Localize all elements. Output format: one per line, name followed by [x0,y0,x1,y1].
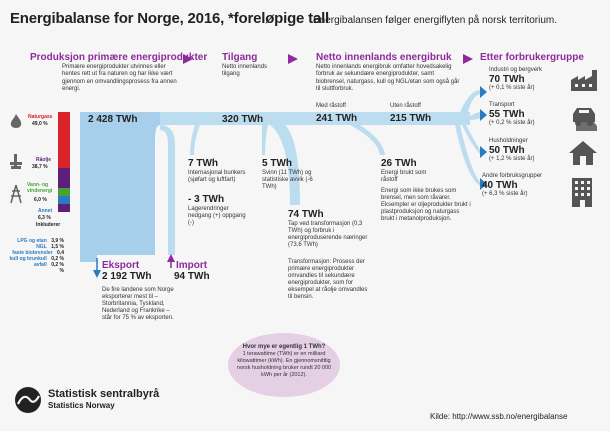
office-building-icon [570,176,596,213]
consumer-industry: Industri og bergverk 70 TWh (+ 0,1 % sis… [489,67,569,92]
power-tower-icon [9,184,23,209]
page-subtitle: Energibalansen følger energiflyten på no… [313,15,558,26]
import-value: 94 TWh [174,271,210,282]
bunkers-value: 7 TWh [188,158,218,169]
source-bar-other [58,196,70,204]
oil-label: Råolje [36,157,52,163]
page-title: Energibalanse for Norge, 2016, *foreløpi… [10,10,330,27]
loss-desc: Svinn (11 TWh) og statistiske avvik (-6 … [262,170,313,190]
logo-name: Statistisk sentralbyrå [48,388,160,400]
raw-material-desc: Energi brukt som råstoff [381,170,427,183]
consumers-header: Etter forbrukergruppe [480,52,584,63]
bunkers-desc: Internasjonal bunkers (sjøfart og luftfa… [188,170,246,183]
other-consumers-flow [455,125,480,186]
net-use-header: Netto innenlands energibruk [316,52,452,63]
twh-info-body: 1 terawattime (TWh) er en milliard kilow… [236,351,332,378]
consumer-name: Husholdninger [489,138,528,144]
net-use-desc: Netto innenlands energibruk omfatter hov… [316,64,460,93]
house-icon [568,140,598,171]
source-bar-gas [58,112,70,168]
oil-share: 38,7 % [32,164,48,170]
other-detail-item: avfall 0,2 % [33,262,64,268]
ssb-logo-icon [12,386,44,419]
consumer-change: (+ 6,3 % siste år) [482,191,528,197]
source-note: Kilde: http://www.ssb.no/energibalanse [430,412,568,421]
production-desc: Primære energiprodukter utvinnes eller h… [62,64,177,93]
production-total: 2 428 TWh [88,114,138,125]
consumer-households: Husholdninger 50 TWh (+ 1,2 % siste år) [489,138,569,163]
without-raw-material-label: Uten råstoff [390,103,421,109]
conversion-loss-value: 74 TWh [288,209,324,220]
consumer-value: 40 TWh [482,180,518,191]
hydro-label: Vann- og vindenergi [27,182,53,194]
logo-name-en: Statistics Norway [48,401,115,410]
raw-material-value: 26 TWh [381,158,417,169]
consumer-change: (+ 0,1 % siste år) [489,85,535,91]
import-header: Import [176,260,208,271]
with-raw-material-value: 241 TWh [316,113,358,124]
transformation-desc: Transformasjon: Prosess der primære ener… [288,259,368,300]
consumer-value: 70 TWh [489,74,525,85]
conversion-flow [270,125,300,205]
gas-label: Naturgass [28,114,53,120]
consumer-change: (+ 1,2 % siste år) [489,156,535,162]
other-detail-item: kull og brunkull 0,2 % [9,256,64,262]
twh-info-bubble [228,333,340,397]
export-header: Eksport [102,260,140,271]
raw-material-example: Energi som ikke brukes som brensel, men … [381,188,471,222]
import-arrowhead [167,254,175,262]
factory-icon [570,68,600,97]
other-detail-list: LPG og etan 3,9 % NGL 1,5 % faste biobre… [8,229,64,274]
gas-share: 49,0 % [32,121,48,127]
supply-total: 320 TWh [222,114,264,125]
loss-value: 5 TWh [262,158,292,169]
consumer-change: (+ 0,2 % siste år) [489,120,535,126]
import-flow [160,125,175,255]
bunkers-flow [190,125,200,155]
production-block [80,112,160,250]
twh-info-text: Hvor mye er egentlig 1 TWh? 1 terawattim… [236,344,332,379]
with-raw-material-label: Med råstoff [316,103,346,109]
raw-material-flow [350,125,385,155]
stock-change-desc: Lagerendringer nedgang (+) oppgang (-) [188,206,246,226]
supply-desc: Netto innenlands tilgang [222,64,268,78]
other-detail-item: faste biobrensler 0,4 % [12,250,64,274]
consumer-other: Andre forbruksgrupper 40 TWh (+ 6,3 % si… [482,173,568,198]
main-flow-band [80,112,470,125]
export-desc: De fire landene som Norge eksporterer me… [102,287,174,321]
export-flow [80,250,155,262]
other-share: 6,3 % [38,215,51,221]
consumer-value: 50 TWh [489,145,525,156]
consumer-name: Andre forbruksgrupper [482,173,543,179]
oil-rig-icon [8,152,24,175]
without-raw-material-value: 215 TWh [390,113,432,124]
other-detail-item: NGL 1,5 % [36,244,64,250]
other-detail-item: LPG og etan 3,9 % [17,238,64,244]
hydro-share: 6,0 % [34,197,47,203]
other-detail-header: Inkluderer [36,222,61,228]
industry-flow [460,90,480,112]
household-flow [462,125,480,154]
gas-flame-icon [9,113,23,136]
loss-flow [262,125,268,155]
supply-header: Tilgang [222,52,258,63]
other-label: Annet [38,208,53,214]
export-value: 2 192 TWh [102,271,152,282]
conversion-loss-desc: Tap ved transformasjon (0,3 TWh) og forb… [288,221,368,248]
consumer-value: 55 TWh [489,109,525,120]
stock-change-value: - 3 TWh [188,194,225,205]
export-arrowhead [93,270,101,278]
source-bar-hydro [58,188,70,196]
transport-flow [470,112,480,120]
consumer-name: Transport [489,102,515,108]
consumer-name: Industri og bergverk [489,67,543,73]
production-header: Produksjon primære energiprodukter [30,52,208,63]
car-icon [568,104,600,137]
twh-info-question: Hvor mye er egentlig 1 TWh? [242,344,326,350]
consumer-transport: Transport 55 TWh (+ 0,2 % siste år) [489,102,569,127]
